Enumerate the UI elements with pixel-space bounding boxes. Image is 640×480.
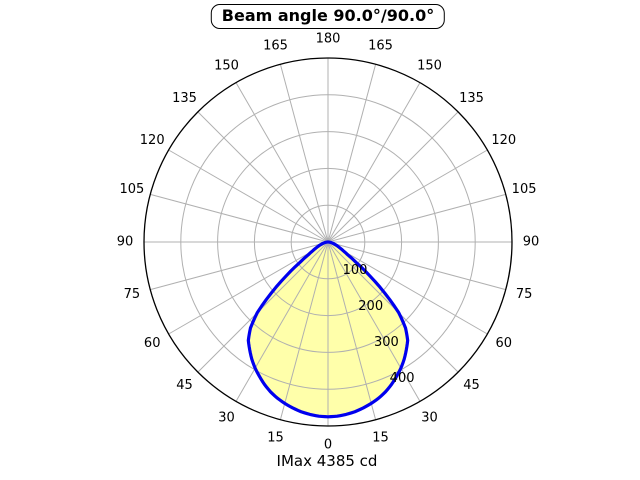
angle-tick-label: 75 bbox=[124, 287, 141, 302]
angle-tick-label: 15 bbox=[267, 431, 284, 446]
angle-tick-label: 75 bbox=[516, 287, 533, 302]
angle-tick-label: 120 bbox=[140, 133, 165, 148]
angle-grid-line bbox=[168, 149, 329, 243]
angle-grid-line bbox=[279, 241, 329, 420]
angle-grid-line bbox=[327, 241, 377, 420]
angle-tick-label: 30 bbox=[421, 410, 438, 425]
angle-tick-label: 135 bbox=[172, 91, 197, 106]
angle-grid-line bbox=[197, 241, 329, 373]
outer-circle bbox=[143, 57, 513, 427]
angle-tick-label: 30 bbox=[218, 410, 235, 425]
angle-tick-label: 165 bbox=[263, 38, 288, 53]
angle-grid-line bbox=[168, 241, 329, 335]
angle-tick-label: 105 bbox=[119, 182, 144, 197]
angle-tick-label: 90 bbox=[523, 235, 540, 250]
angle-tick-label: 15 bbox=[372, 431, 389, 446]
angle-tick-label: 180 bbox=[316, 32, 341, 47]
chart-title: Beam angle 90.0°/90.0° bbox=[210, 4, 446, 29]
angle-tick-label: 135 bbox=[459, 91, 484, 106]
radial-tick-label: 400 bbox=[390, 371, 415, 386]
angle-grid-line bbox=[327, 111, 459, 243]
angle-grid-line bbox=[327, 241, 506, 291]
angle-grid-line bbox=[150, 241, 329, 291]
angle-grid-line bbox=[235, 241, 329, 402]
radial-tick-label: 100 bbox=[343, 263, 368, 278]
radial-tick-label: 200 bbox=[358, 299, 383, 314]
angle-grid-line bbox=[327, 241, 421, 402]
angle-tick-label: 45 bbox=[176, 378, 193, 393]
angle-grid-line bbox=[327, 82, 421, 243]
angle-tick-label: 60 bbox=[496, 336, 513, 351]
angle-grid-line bbox=[327, 193, 506, 243]
angle-tick-label: 60 bbox=[144, 336, 161, 351]
angle-tick-label: 90 bbox=[117, 235, 134, 250]
angle-tick-label: 165 bbox=[368, 38, 393, 53]
angle-tick-label: 0 bbox=[324, 438, 332, 453]
imax-annotation: IMax 4385 cd bbox=[276, 452, 378, 470]
angle-grid-line bbox=[150, 193, 329, 243]
radial-tick-label: 300 bbox=[374, 335, 399, 350]
angle-tick-label: 150 bbox=[214, 59, 239, 74]
angle-tick-label: 120 bbox=[491, 133, 516, 148]
angle-tick-label: 150 bbox=[417, 59, 442, 74]
angle-grid-line bbox=[197, 111, 329, 243]
angle-tick-label: 105 bbox=[512, 182, 537, 197]
angle-grid-line bbox=[235, 82, 329, 243]
angle-tick-label: 45 bbox=[463, 378, 480, 393]
angle-grid-line bbox=[327, 149, 488, 243]
angle-grid-line bbox=[327, 241, 459, 373]
angle-grid-line bbox=[279, 64, 329, 243]
angle-grid-line bbox=[327, 241, 488, 335]
intensity-curve bbox=[246, 240, 410, 419]
angle-grid-line bbox=[327, 64, 377, 243]
